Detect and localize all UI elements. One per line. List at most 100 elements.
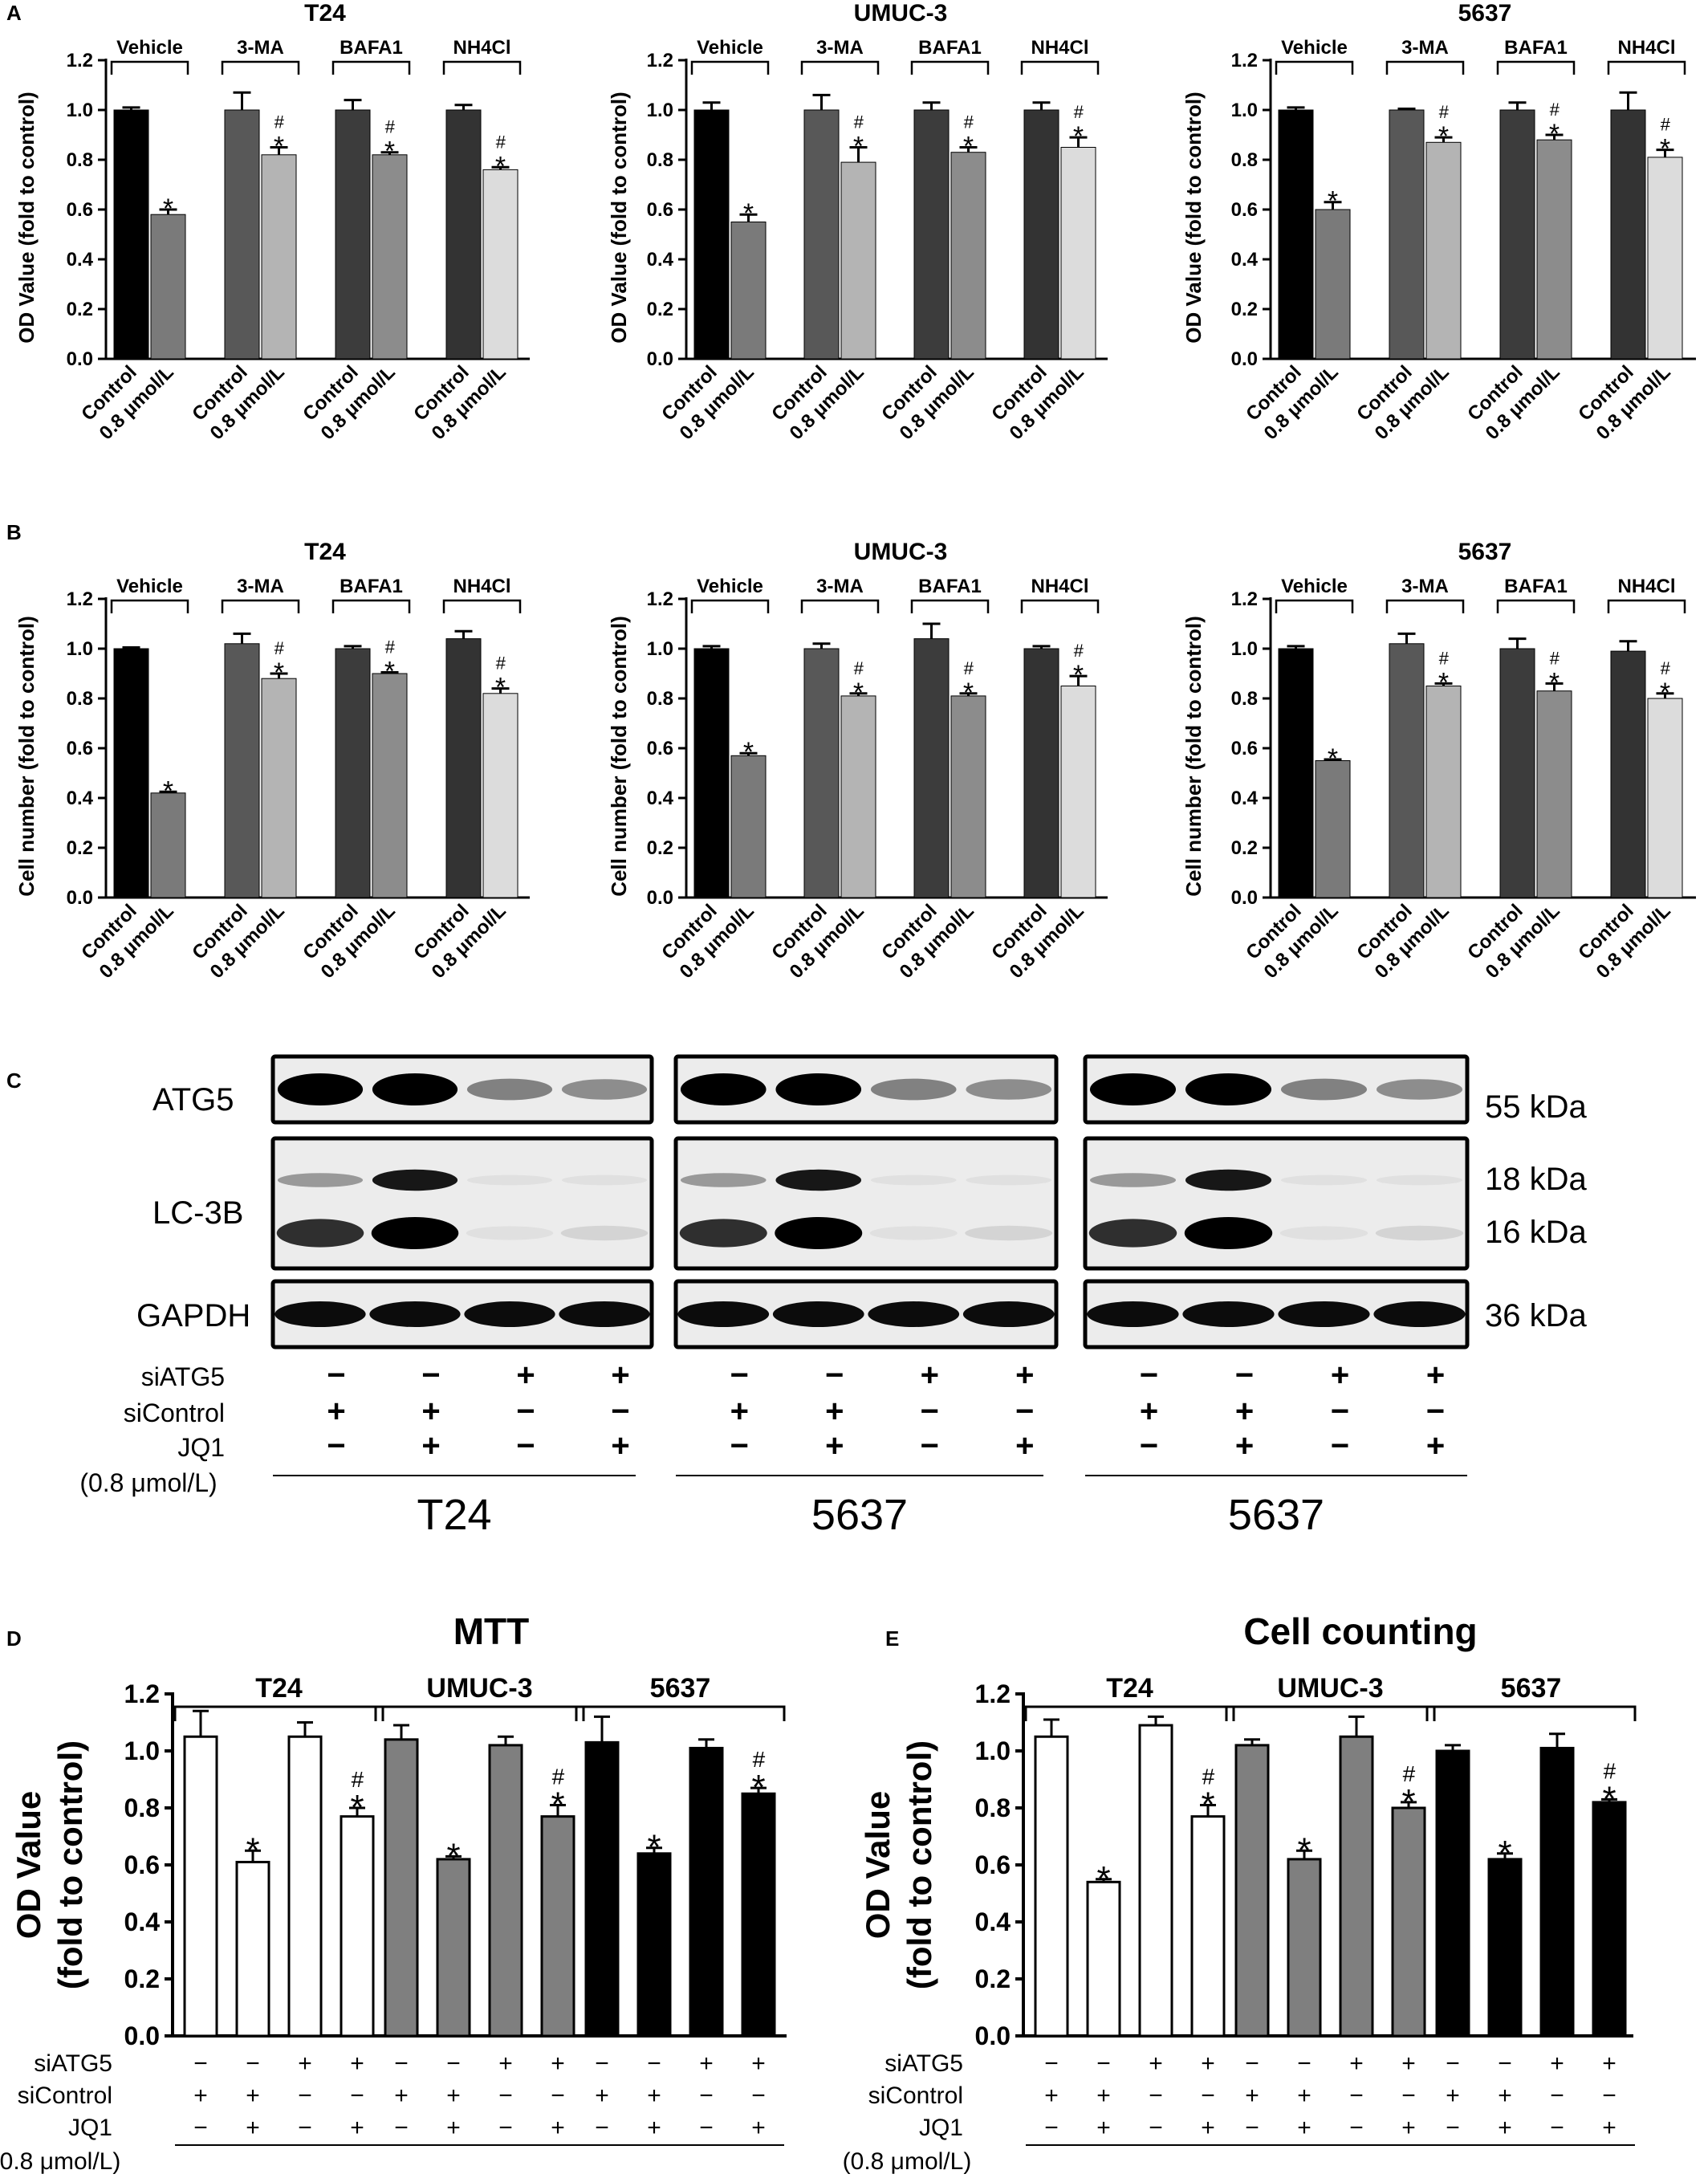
y-tick-label: 1.2 [67,50,93,71]
blot-jq1-concentration: (0.8 μmol/L) [79,1468,217,1497]
group-bracket [221,599,300,613]
bar [150,792,186,898]
bar [1060,686,1096,898]
cell-line-label: 5637 [1228,1491,1324,1539]
blot-condition-label: siATG5 [141,1362,225,1391]
protein-label-gapdh: GAPDH [136,1298,250,1333]
y-tick-label: 0.8 [124,1793,160,1822]
y-tick-label: 0.6 [124,1850,160,1879]
condition-sign: + [751,2050,766,2077]
y-tick-label: 0.4 [647,788,674,809]
y-axis-label-line1: OD Value [10,1791,47,1939]
significance-star: * [1602,1779,1616,1818]
condition-sign: − [1297,2050,1312,2077]
bar [224,109,260,360]
significance-star: * [495,673,506,703]
significance-hash: # [1603,1758,1616,1783]
y-tick-label: 0.6 [67,199,93,221]
y-axis-label: Cell number (fold to control) [14,616,39,897]
group-bracket [221,60,300,75]
band [1182,1301,1275,1327]
group-label: 3-MA [1401,576,1449,597]
significance-hash: # [1073,102,1084,122]
group-bracket [1020,60,1100,75]
condition-sign: + [350,2115,364,2141]
bar [950,152,986,360]
significance-star: * [1201,1785,1214,1824]
condition-sign: + [699,2050,714,2077]
condition-sign: + [1498,2115,1512,2141]
group-label: NH4Cl [1617,37,1675,59]
group-bracket [690,60,770,75]
significance-star: * [1096,1859,1110,1899]
bar [1487,1858,1523,2038]
group-bracket [800,60,880,75]
y-tick-label: 0.2 [647,299,673,320]
band [966,1079,1052,1100]
band [464,1301,555,1327]
condition-sign: − [1550,2082,1564,2109]
band [1185,1073,1272,1105]
band [1280,1174,1368,1186]
group-label: Vehicle [1281,576,1348,597]
bar [540,1815,575,2038]
band [677,1301,770,1327]
group-label: BAFA1 [1504,37,1568,59]
blot-sign: + [611,1428,629,1464]
significance-star: * [647,1828,661,1867]
bar [1023,109,1059,360]
y-tick-label: 1.2 [1231,588,1258,610]
condition-sign: + [751,2115,766,2141]
condition-sign: − [1550,2115,1564,2141]
group-label: 3-MA [237,576,284,597]
group-label: NH4Cl [1031,37,1088,59]
band [1089,1173,1177,1187]
band [966,1174,1052,1186]
band [1087,1301,1179,1327]
significance-star: * [963,678,974,708]
condition-sign: − [350,2082,364,2109]
condition-sign: + [1096,2082,1111,2109]
significance-hash: # [1202,1764,1214,1789]
bar [340,1815,375,2038]
bar [1060,147,1096,360]
significance-star: * [1073,121,1084,152]
condition-sign: + [446,2115,461,2141]
significance-hash: # [1660,658,1670,678]
blot-sign: − [1015,1394,1034,1429]
y-tick-label: 0.0 [975,2021,1011,2050]
y-axis-label: OD Value (fold to control) [607,92,631,343]
blot-sign: + [421,1428,440,1464]
bar [1647,698,1683,898]
band [559,1301,650,1327]
blot-box [1083,1279,1470,1350]
blot-box [270,1279,654,1350]
condition-label: siControl [868,2082,963,2109]
significance-star: * [1549,667,1560,698]
blot-sign: + [1235,1428,1254,1464]
chart-title: 5637 [1458,0,1512,26]
chart-a-5637: 5637 OD Value (fold to control) 0.0 0.2 0.4 0… [1181,0,1696,444]
y-tick-label: 0.6 [647,738,673,759]
condition-sign: − [1096,2050,1111,2077]
blot-box [673,1136,1059,1271]
y-tick-label: 0.6 [67,738,93,759]
blot-sign: + [611,1358,629,1393]
y-tick-label: 1.0 [647,638,673,660]
group-label: 3-MA [816,576,864,597]
band [466,1078,553,1101]
y-tick-label: 0.8 [1231,688,1258,710]
y-tick-label: 0.8 [67,149,93,171]
condition-sign: − [1446,2115,1460,2141]
group-label: BAFA1 [340,576,403,597]
condition-sign: − [1149,2082,1163,2109]
significance-star: * [446,1836,460,1875]
significance-star: * [163,776,173,806]
condition-sign: − [1149,2115,1163,2141]
significance-star: * [1438,667,1449,698]
blot-sign: + [730,1394,749,1429]
condition-sign: + [350,2050,364,2077]
bar [372,673,408,898]
y-tick-label: 0.6 [647,199,673,221]
significance-star: * [1401,1782,1415,1822]
